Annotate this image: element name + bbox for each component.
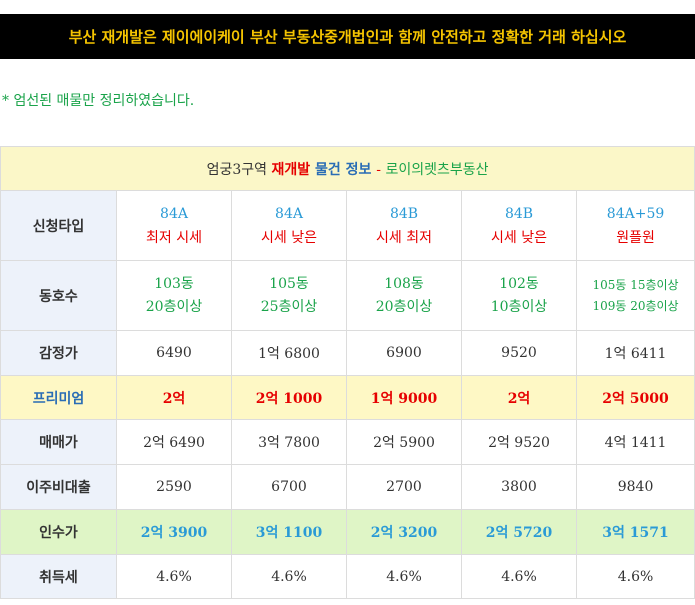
acquisition-price-cell: 3억 1100 (231, 509, 347, 555)
relocation-loan-cell: 6700 (231, 464, 347, 510)
table-row-acquisition-price: 인수가 2억 3900 3억 1100 2억 3200 2억 5720 3억 1… (0, 509, 695, 555)
type-main: 84A+59 (606, 205, 665, 222)
listing-note: * 엄선된 매물만 정리하였습니다. (2, 93, 195, 109)
unit-building: 105동 15층이상 (592, 277, 679, 292)
acquisition-price-cell: 2억 3900 (116, 509, 232, 555)
title-property-info: 물건 정보 (310, 161, 377, 178)
sale-price-cell: 2억 9520 (461, 419, 577, 465)
table-row-appraisal: 감정가 6490 1억 6800 6900 9520 1억 6411 (0, 330, 695, 376)
table-row-type: 신청타입 84A 최저 시세 84A 시세 낮은 84B 시세 최저 84B 시세 낮은… (0, 190, 695, 261)
sale-price-cell: 2억 6490 (116, 419, 232, 465)
appraisal-cell: 1억 6411 (575, 330, 695, 376)
row-label-premium: 프리미엄 (0, 375, 117, 420)
relocation-loan-cell: 9840 (575, 464, 695, 510)
premium-cell: 1억 9000 (346, 375, 462, 420)
table-row-unit: 동호수 103동 20층이상 105동 25층이상 108동 20층이상 102동 10… (0, 260, 695, 331)
type-sub: 시세 낮은 (261, 229, 317, 246)
table-row-sale-price: 매매가 2억 6490 3억 7800 2억 5900 2억 9520 4억 1… (0, 419, 695, 465)
row-label-acquisition-price: 인수가 (0, 509, 117, 555)
table-row-premium: 프리미엄 2억 2억 1000 1억 9000 2억 2억 5000 (0, 375, 695, 420)
table-row-relocation-loan: 이주비대출 2590 6700 2700 3800 9840 (0, 464, 695, 510)
type-main: 84A (275, 205, 303, 222)
unit-floor: 20층이상 (375, 298, 433, 315)
acquisition-tax-cell: 4.6% (116, 554, 232, 599)
unit-cell: 108동 20층이상 (346, 260, 462, 331)
title-agency: 로이의렛츠부동산 (381, 161, 489, 178)
table-row-acquisition-tax: 취득세 4.6% 4.6% 4.6% 4.6% 4.6% (0, 554, 695, 599)
unit-cell: 105동 15층이상 109동 20층이상 (575, 260, 695, 331)
acquisition-tax-cell: 4.6% (461, 554, 577, 599)
premium-cell: 2억 1000 (231, 375, 347, 420)
unit-floor: 10층이상 (490, 298, 548, 315)
premium-cell: 2억 (461, 375, 577, 420)
unit-cell: 102동 10층이상 (461, 260, 577, 331)
sale-price-cell: 2억 5900 (346, 419, 462, 465)
row-label-unit: 동호수 (0, 260, 117, 331)
row-label-type: 신청타입 (0, 190, 117, 261)
type-cell: 84B 시세 낮은 (461, 190, 577, 261)
acquisition-tax-cell: 4.6% (231, 554, 347, 599)
unit-building: 103동 (154, 275, 194, 292)
appraisal-cell: 6900 (346, 330, 462, 376)
unit-building: 108동 (384, 275, 424, 292)
relocation-loan-cell: 2590 (116, 464, 232, 510)
acquisition-price-cell: 3억 1571 (575, 509, 695, 555)
row-label-sale-price: 매매가 (0, 419, 117, 465)
table-title: 엄궁3구역 재개발 물건 정보 - 로이의렛츠부동산 (0, 146, 695, 191)
title-redevelopment: 재개발 (271, 161, 311, 178)
relocation-loan-cell: 2700 (346, 464, 462, 510)
table-title-row: 엄궁3구역 재개발 물건 정보 - 로이의렛츠부동산 (0, 146, 695, 191)
row-label-acquisition-tax: 취득세 (0, 554, 117, 599)
type-sub: 최저 시세 (146, 229, 202, 246)
type-cell: 84A+59 원플원 (575, 190, 695, 261)
sale-price-cell: 4억 1411 (575, 419, 695, 465)
relocation-loan-cell: 3800 (461, 464, 577, 510)
appraisal-cell: 9520 (461, 330, 577, 376)
type-main: 84A (160, 205, 188, 222)
unit-floor: 25층이상 (260, 298, 318, 315)
listing-table: 엄궁3구역 재개발 물건 정보 - 로이의렛츠부동산 신청타입 84A 최저 시세… (0, 146, 695, 599)
row-label-relocation-loan: 이주비대출 (0, 464, 117, 510)
title-area: 엄궁3구역 (206, 161, 272, 178)
type-sub: 시세 최저 (376, 229, 432, 246)
acquisition-price-cell: 2억 5720 (461, 509, 577, 555)
acquisition-price-cell: 2억 3200 (346, 509, 462, 555)
type-main: 84B (504, 205, 534, 222)
appraisal-cell: 1억 6800 (231, 330, 347, 376)
unit-cell: 105동 25층이상 (231, 260, 347, 331)
type-cell: 84A 시세 낮은 (231, 190, 347, 261)
row-label-appraisal: 감정가 (0, 330, 117, 376)
sale-price-cell: 3억 7800 (231, 419, 347, 465)
type-sub: 원플원 (616, 229, 655, 246)
title-dash: - (376, 161, 381, 178)
promo-banner: 부산 재개발은 제이에이케이 부산 부동산중개법인과 함께 안전하고 정확한 거… (0, 14, 695, 59)
unit-building: 102동 (499, 275, 539, 292)
type-main: 84B (389, 205, 419, 222)
unit-floor: 109동 20층이상 (592, 298, 679, 313)
premium-cell: 2억 (116, 375, 232, 420)
unit-building: 105동 (269, 275, 309, 292)
acquisition-tax-cell: 4.6% (575, 554, 695, 599)
type-sub: 시세 낮은 (491, 229, 547, 246)
acquisition-tax-cell: 4.6% (346, 554, 462, 599)
type-cell: 84B 시세 최저 (346, 190, 462, 261)
unit-floor: 20층이상 (145, 298, 203, 315)
type-cell: 84A 최저 시세 (116, 190, 232, 261)
appraisal-cell: 6490 (116, 330, 232, 376)
premium-cell: 2억 5000 (575, 375, 695, 420)
unit-cell: 103동 20층이상 (116, 260, 232, 331)
